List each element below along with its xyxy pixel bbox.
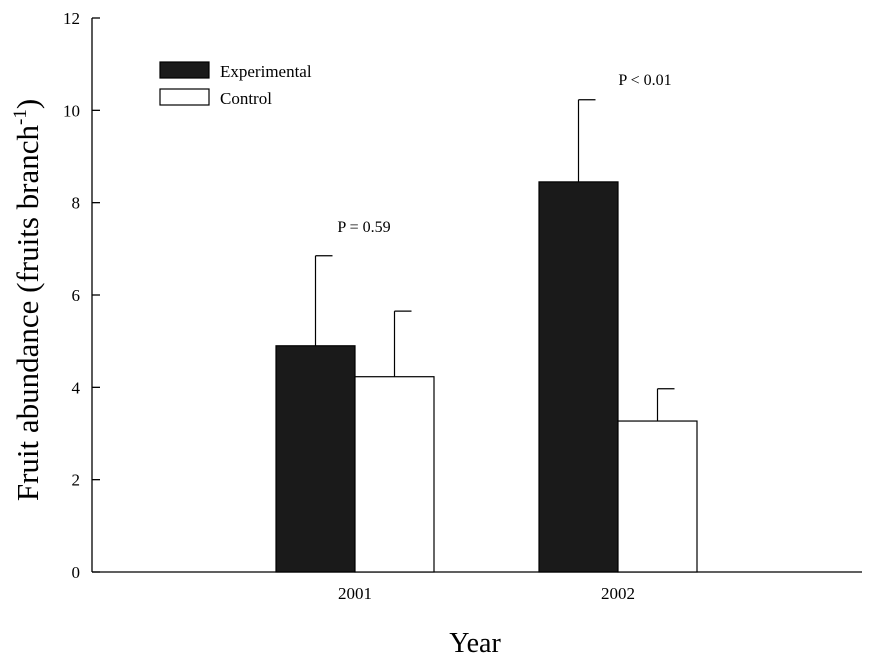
bar-experimental-2001 (276, 346, 355, 572)
x-tick-label: 2001 (338, 584, 372, 603)
legend: Experimental Control (160, 62, 312, 108)
y-tick-label: 2 (72, 471, 81, 490)
y-tick-label: 6 (72, 286, 81, 305)
bar-experimental-2002 (539, 182, 618, 572)
y-axis-label: Fruit abundance (fruits branch-1) (10, 99, 45, 501)
x-axis-label: Year (449, 628, 501, 656)
y-axis-label-main: Fruit abundance (fruits branch (10, 124, 45, 501)
legend-label-experimental: Experimental (220, 62, 312, 81)
legend-swatch-experimental (160, 62, 209, 78)
p-value-2002: P < 0.01 (618, 72, 671, 89)
y-axis-label-close: ) (10, 99, 45, 109)
y-tick-label: 4 (72, 378, 81, 397)
x-tick-label: 2002 (601, 584, 635, 603)
y-axis-label-sup: -1 (10, 109, 31, 125)
legend-label-control: Control (220, 89, 272, 108)
y-tick-label: 12 (63, 9, 80, 28)
bar-control-2001 (355, 377, 434, 572)
y-tick-label: 8 (72, 194, 81, 213)
y-tick-label: 10 (63, 101, 80, 120)
legend-swatch-control (160, 89, 209, 105)
bars (276, 100, 697, 572)
p-value-2001: P = 0.59 (337, 219, 390, 236)
y-tick-label: 0 (72, 563, 81, 582)
bar-control-2002 (618, 421, 697, 572)
